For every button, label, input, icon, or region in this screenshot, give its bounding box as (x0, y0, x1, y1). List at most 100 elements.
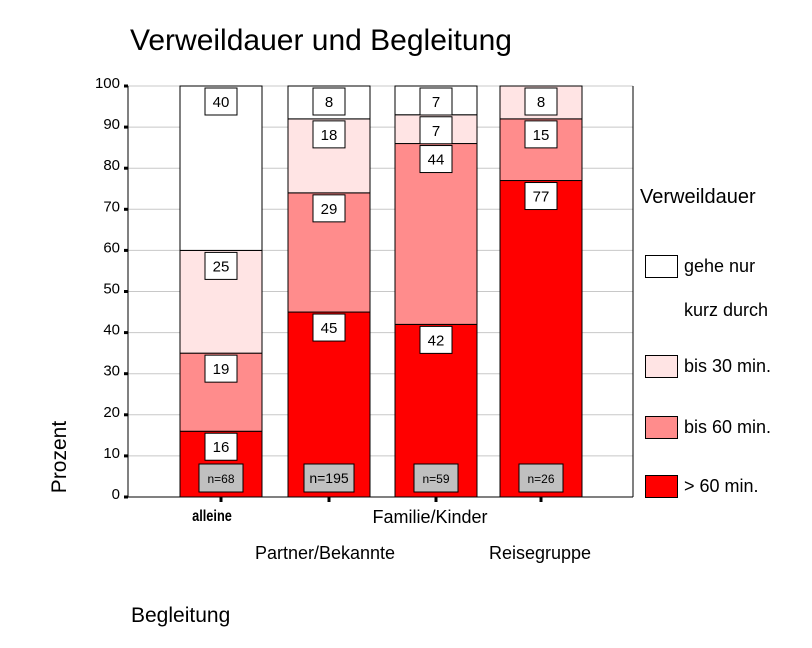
x-tick-label-partner: Partner/Bekannte (254, 543, 396, 563)
y-tick-label: 10 (103, 445, 120, 462)
y-tick (124, 413, 128, 417)
data-label: 45 (312, 313, 346, 342)
y-tick-label: 90 (103, 116, 120, 133)
data-label-text: 45 (321, 320, 338, 337)
legend-item-over60: > 60 min. (645, 475, 794, 508)
data-label-box (524, 87, 558, 116)
y-tick (124, 454, 128, 458)
data-label: 29 (312, 194, 346, 223)
data-label-text: 16 (213, 439, 230, 456)
data-label: 19 (204, 354, 238, 383)
data-label-box (419, 87, 453, 116)
y-tick-label: 30 (103, 363, 120, 380)
bar-segment (499, 180, 583, 498)
data-label-text: 8 (325, 94, 333, 111)
data-label-text: 42 (428, 332, 445, 349)
legend-item-bis30: bis 30 min. (645, 355, 794, 388)
data-label: 42 (419, 325, 453, 354)
data-label-text: 7 (432, 94, 440, 111)
y-tick-label: 70 (103, 198, 120, 215)
data-label: 15 (524, 120, 558, 149)
sample-size-box (518, 463, 564, 493)
y-tick-label: 80 (103, 157, 120, 174)
y-tick-label: 60 (103, 239, 120, 256)
data-label-box (524, 120, 558, 149)
data-label-box (204, 354, 238, 383)
y-tick (124, 207, 128, 211)
data-label-text: 18 (321, 127, 338, 144)
sample-size-box (303, 463, 355, 493)
y-tick (124, 372, 128, 376)
data-label: 44 (419, 145, 453, 174)
chart-title: Verweildauer und Begleitung (130, 24, 512, 57)
data-label-text: 40 (213, 94, 230, 111)
data-label: 7 (419, 116, 453, 145)
x-tick-label-reisegruppe: Reisegruppe (488, 543, 592, 563)
data-label: 8 (312, 87, 346, 116)
data-label-box (419, 145, 453, 174)
sample-size-label: n=26 (518, 463, 564, 493)
x-tick (327, 497, 331, 502)
legend-label: > 60 min. (684, 476, 759, 496)
legend-item-bis60: bis 60 min. (645, 416, 794, 449)
x-tick-label-familie: Familie/Kinder (372, 507, 488, 527)
sample-size-label: n=59 (413, 463, 459, 493)
legend-label: bis 60 min. (684, 417, 772, 437)
data-label-box (524, 182, 558, 211)
data-label-box (312, 120, 346, 149)
sample-size-label: n=195 (303, 463, 355, 493)
sample-size-text: n=26 (527, 472, 554, 486)
data-label-text: 19 (213, 361, 230, 378)
sample-size-text: n=68 (207, 472, 234, 486)
data-label-text: 44 (428, 152, 445, 169)
data-label-box (204, 87, 238, 116)
y-tick (124, 290, 128, 293)
data-label-text: 77 (533, 189, 550, 206)
legend-title: Verweildauer (640, 186, 756, 208)
legend-swatch (645, 475, 678, 498)
data-label-box (419, 325, 453, 354)
data-label-box (312, 87, 346, 116)
y-tick (124, 125, 128, 129)
x-tick (539, 497, 543, 502)
data-label: 77 (524, 182, 558, 211)
x-axis-label: Begleitung (131, 604, 231, 627)
y-tick (124, 166, 128, 170)
sample-size-box (198, 463, 244, 493)
legend-label: gehe nur kurz durch (684, 256, 769, 320)
legend-swatch (645, 255, 678, 278)
data-label: 40 (204, 87, 238, 116)
x-tick (434, 497, 438, 502)
sample-size-label: n=68 (198, 463, 244, 493)
data-label-box (204, 251, 238, 280)
sample-size-text: n=59 (422, 472, 449, 486)
y-tick-label: 50 (103, 281, 120, 298)
data-label-text: 7 (432, 123, 440, 140)
x-tick (219, 497, 223, 502)
legend-item-kurz: gehe nur kurz durch (645, 255, 794, 332)
data-label-text: 29 (321, 201, 338, 218)
data-label: 16 (204, 432, 238, 461)
data-label-box (204, 432, 238, 461)
data-label-text: 15 (533, 127, 550, 144)
legend-swatch (645, 355, 678, 378)
data-label: 25 (204, 251, 238, 280)
y-tick (124, 495, 128, 499)
x-tick-label-alleine: alleine (192, 508, 232, 525)
data-label-box (312, 194, 346, 223)
y-tick (124, 331, 128, 335)
data-label-box (312, 313, 346, 342)
data-label-text: 8 (537, 94, 545, 111)
y-tick-label: 20 (103, 404, 120, 421)
y-tick (124, 84, 128, 88)
sample-size-text: n=195 (309, 470, 349, 486)
data-label-text: 25 (213, 258, 230, 275)
y-tick-label: 40 (103, 322, 120, 339)
y-tick-label: 0 (112, 486, 120, 503)
data-label: 8 (524, 87, 558, 116)
data-label-box (419, 116, 453, 145)
y-tick (124, 248, 128, 252)
y-tick-label: 100 (95, 75, 120, 92)
sample-size-box (413, 463, 459, 493)
